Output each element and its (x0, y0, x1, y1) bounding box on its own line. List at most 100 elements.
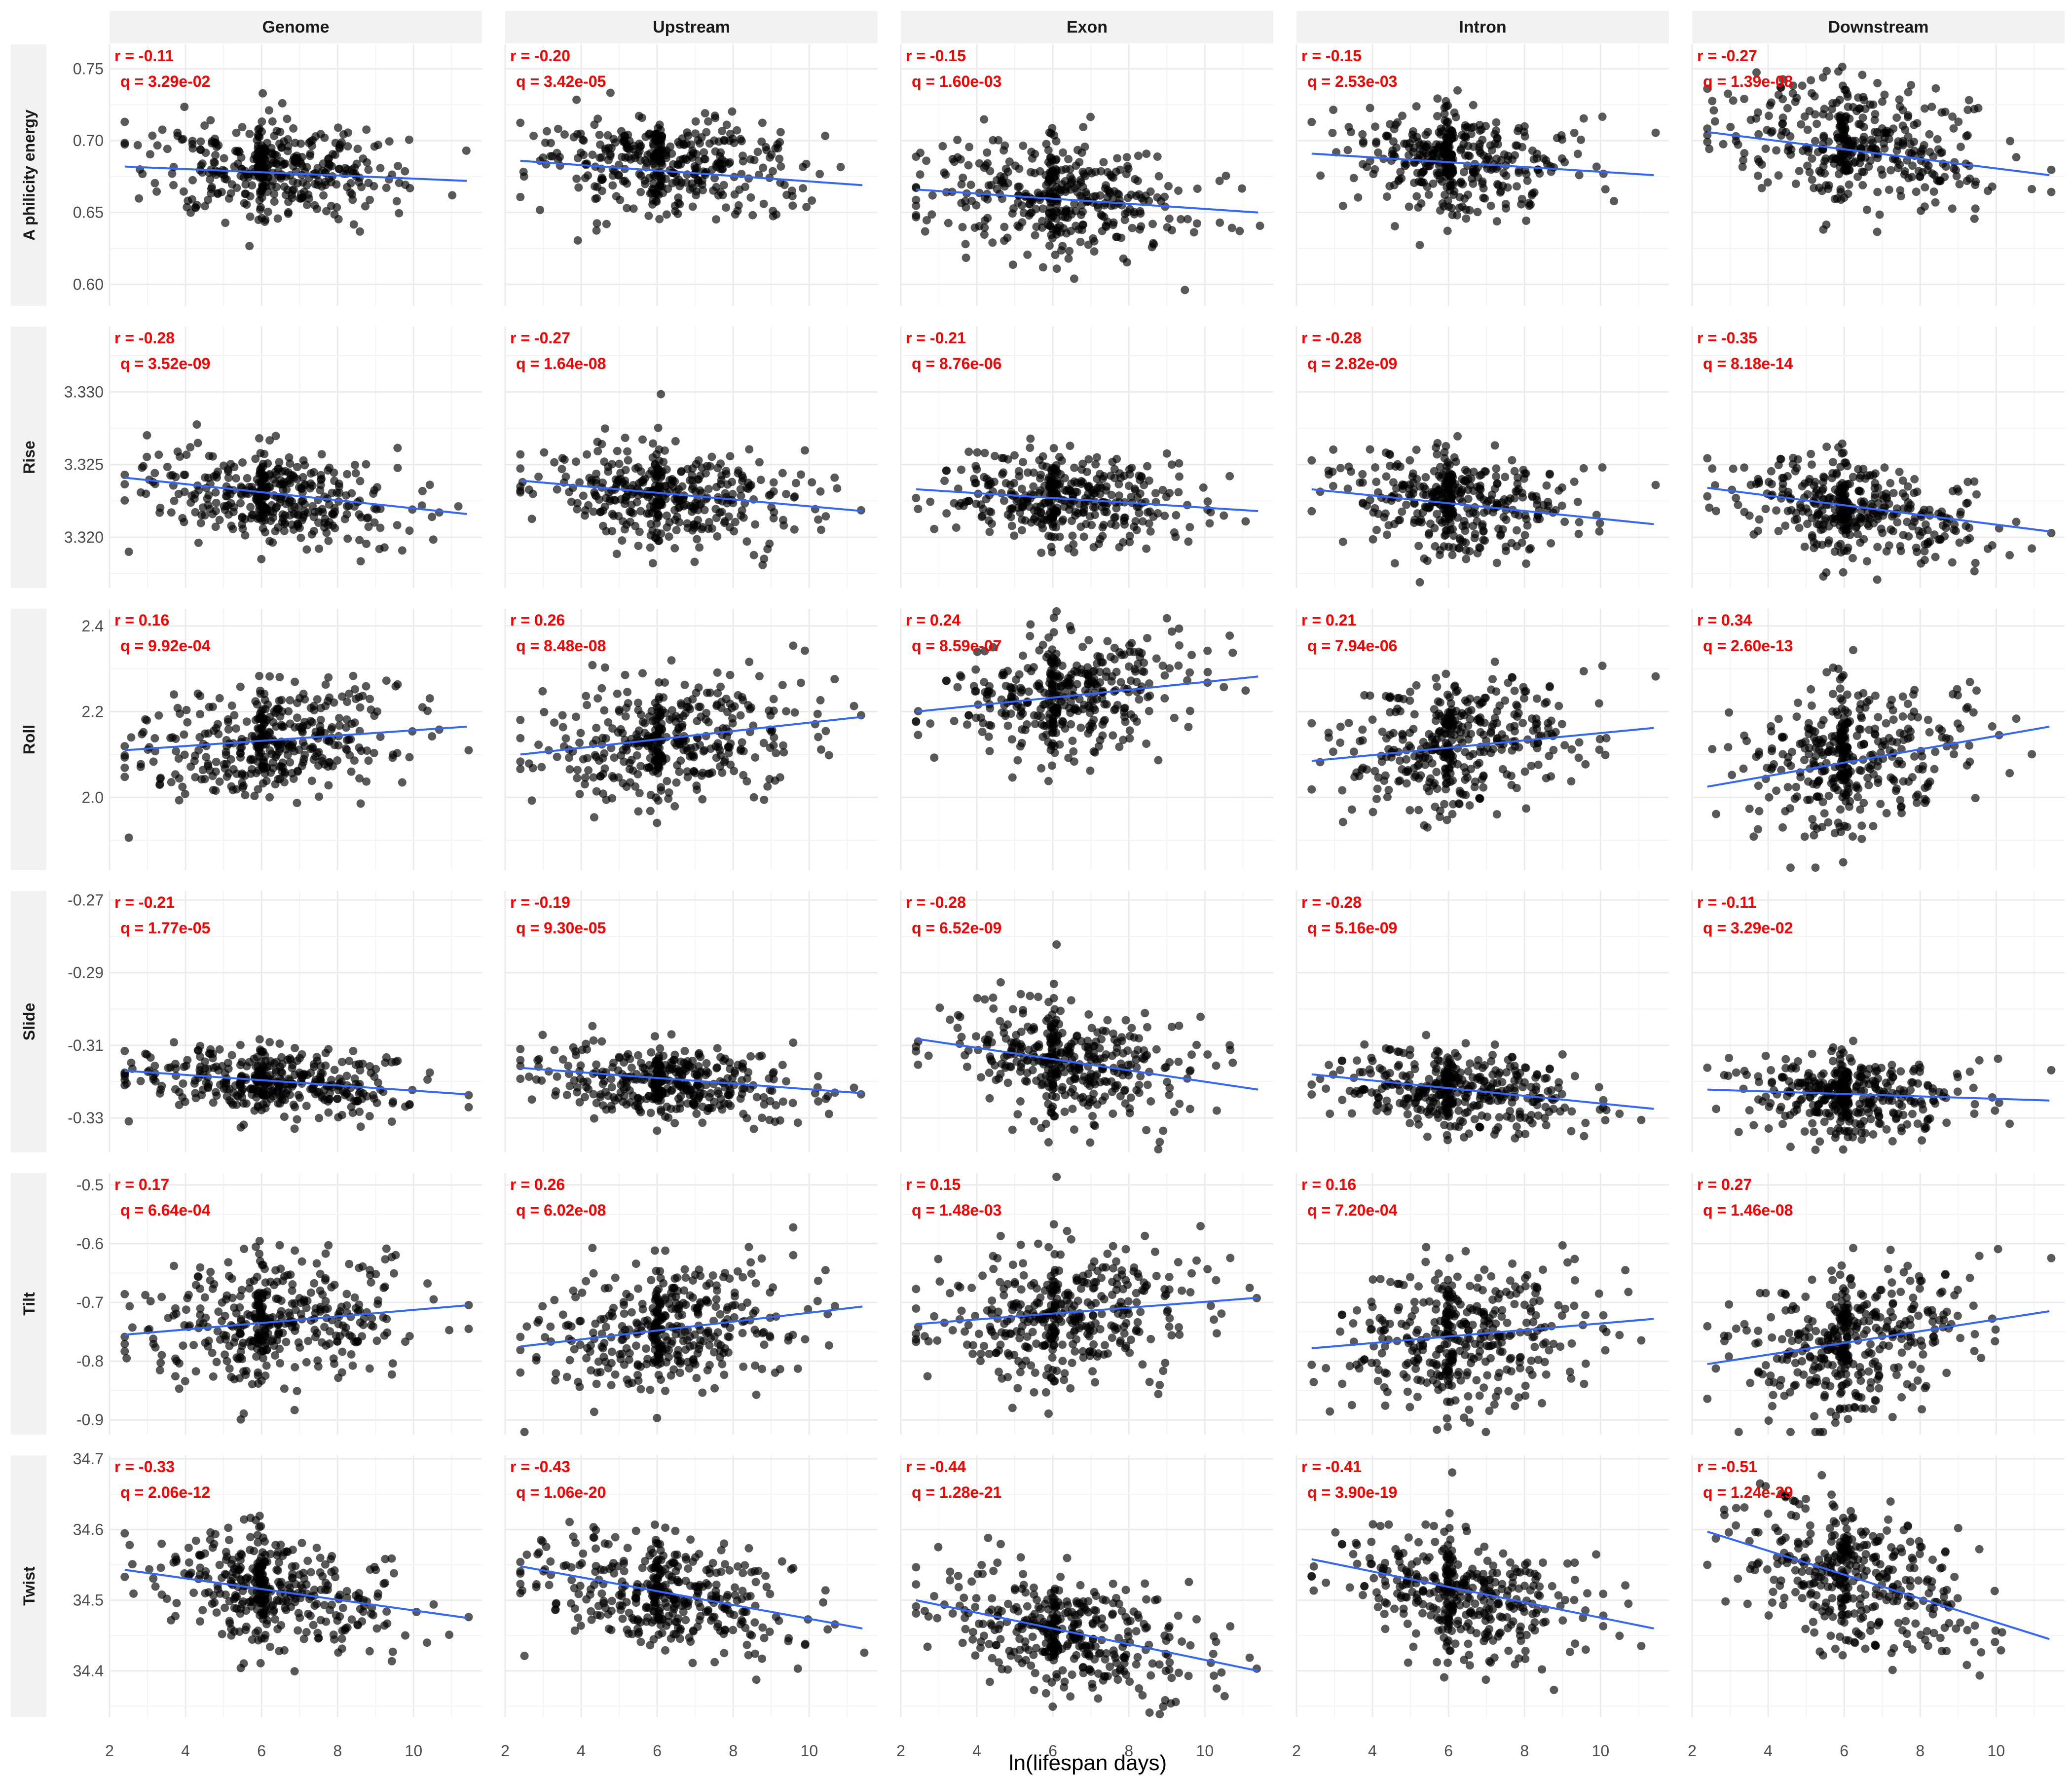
data-point (2047, 529, 2056, 537)
data-point (1029, 468, 1038, 477)
data-point (1767, 128, 1776, 137)
data-point (1797, 120, 1806, 129)
data-point (1017, 526, 1026, 535)
data-point (1372, 525, 1381, 534)
data-point (1133, 493, 1142, 502)
data-point (1137, 472, 1146, 481)
data-point (1841, 123, 1850, 132)
data-point (1175, 472, 1184, 481)
data-point (1761, 145, 1770, 153)
data-point (148, 478, 157, 486)
data-point (767, 727, 776, 736)
data-point (583, 701, 592, 709)
data-point (1839, 568, 1848, 577)
data-point (1854, 486, 1863, 495)
data-point (1441, 116, 1449, 125)
data-point (211, 786, 220, 795)
data-point (1386, 461, 1395, 470)
data-point (294, 511, 302, 519)
data-point (1746, 481, 1755, 489)
data-point (608, 510, 617, 518)
data-point (534, 740, 543, 749)
data-point (333, 123, 342, 132)
data-point (343, 470, 352, 479)
data-point (133, 141, 142, 149)
data-point (1802, 504, 1811, 513)
data-point (1933, 135, 1942, 144)
data-point (1754, 475, 1762, 483)
data-point (259, 705, 267, 714)
data-point (964, 161, 973, 170)
data-point (657, 473, 666, 481)
data-point (1573, 149, 1582, 158)
data-point (1467, 123, 1476, 132)
data-point (342, 502, 351, 511)
data-point (1356, 478, 1364, 487)
data-point (1417, 170, 1426, 179)
data-point (665, 788, 673, 797)
data-point (953, 683, 962, 692)
data-point (1813, 485, 1821, 494)
data-point (1610, 197, 1619, 206)
data-point (671, 516, 680, 524)
data-point (1172, 511, 1181, 519)
data-point (662, 210, 671, 219)
data-point (656, 750, 665, 758)
data-point (238, 123, 247, 132)
data-point (944, 219, 953, 227)
data-point (275, 673, 284, 681)
data-point (1889, 124, 1898, 133)
data-point (1015, 183, 1024, 191)
data-point (1864, 521, 1873, 530)
data-point (1719, 140, 1728, 148)
data-point (755, 672, 764, 681)
data-point (310, 201, 319, 210)
q-annotation: q = 8.48e-08 (516, 637, 606, 655)
data-point (1803, 490, 1812, 499)
data-point (321, 680, 330, 689)
data-point (592, 194, 601, 203)
data-point (691, 499, 700, 508)
data-point (550, 458, 559, 467)
data-point (759, 163, 768, 172)
data-point (962, 497, 970, 506)
data-point (680, 680, 689, 689)
data-point (221, 219, 230, 227)
data-point (691, 129, 700, 138)
data-point (1542, 481, 1551, 490)
data-point (989, 136, 998, 145)
data-point (1393, 460, 1402, 469)
data-point (271, 527, 280, 536)
data-point (1461, 466, 1470, 475)
data-point (1724, 89, 1733, 98)
data-point (201, 148, 210, 157)
data-point (1778, 119, 1787, 128)
data-point (1109, 731, 1117, 740)
data-point (324, 781, 333, 790)
data-point (836, 163, 845, 171)
data-point (136, 760, 145, 769)
data-point (1414, 542, 1423, 551)
data-point (808, 478, 816, 487)
data-point (255, 671, 263, 680)
data-point (212, 498, 221, 507)
data-point (343, 183, 351, 191)
data-point (697, 771, 706, 780)
data-point (1374, 148, 1382, 157)
data-point (1369, 508, 1378, 517)
data-point (1138, 517, 1147, 526)
data-point (739, 513, 748, 522)
data-point (258, 117, 266, 126)
data-point (293, 463, 301, 472)
data-point (1871, 110, 1880, 118)
data-point (1077, 465, 1086, 474)
data-point (1096, 191, 1105, 200)
data-point (745, 658, 754, 666)
data-point (214, 141, 223, 150)
data-point (649, 152, 658, 161)
data-point (1064, 213, 1072, 222)
data-point (288, 193, 296, 202)
data-point (655, 215, 664, 223)
data-point (259, 89, 267, 98)
data-point (1329, 481, 1337, 490)
